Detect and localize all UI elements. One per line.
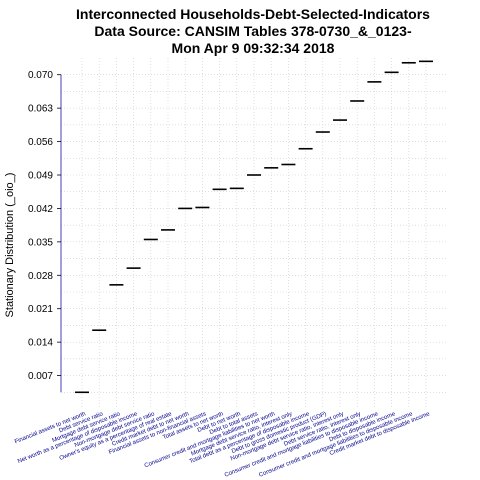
data-points (75, 60, 433, 394)
y-axis-label: Stationary Distribution (_oio_) (4, 173, 16, 318)
y-tick-label: 0.014 (28, 338, 53, 349)
chart-title-line-3: Mon Apr 9 09:32:34 2018 (172, 40, 335, 56)
chart-title-line-1: Interconnected Households-Debt-Selected-… (76, 6, 430, 22)
y-tick-label: 0.063 (28, 104, 53, 115)
grid (61, 58, 447, 409)
y-tick-label: 0.070 (28, 70, 53, 81)
y-tick-label: 0.035 (28, 237, 53, 248)
y-tick-label: 0.049 (28, 171, 53, 182)
y-tick-label: 0.028 (28, 271, 53, 282)
chart-title-line-2: Data Source: CANSIM Tables 378-0730_&_01… (94, 23, 412, 39)
y-tick-label: 0.056 (28, 137, 53, 148)
y-tick-label: 0.007 (28, 371, 53, 382)
y-axis: 0.007 0.014 0.021 0.028 0.035 0.042 0.049 0.056… (28, 70, 62, 393)
y-tick-label: 0.021 (28, 304, 53, 315)
y-tick-label: 0.042 (28, 204, 53, 215)
